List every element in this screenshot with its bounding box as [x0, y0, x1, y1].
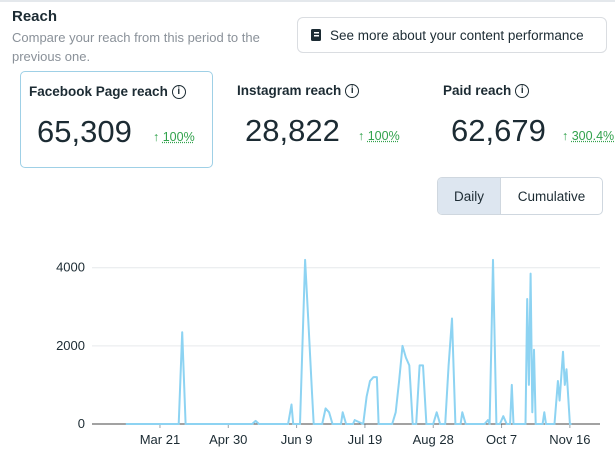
metric-value: 65,309	[37, 114, 132, 149]
metric-change: ↑ 100%	[153, 130, 195, 144]
metric-label-row: Facebook Page reach i	[29, 84, 186, 99]
change-text: 100%	[367, 129, 400, 143]
metric-label-row: Paid reach i	[443, 83, 530, 98]
section-title: Reach	[12, 8, 58, 25]
change-text: 300.4%	[571, 129, 615, 143]
x-tick-label: Mar 21	[140, 432, 180, 447]
divider	[0, 0, 615, 2]
y-tick-label: 2000	[56, 338, 85, 353]
metric-value: 28,822	[245, 113, 340, 148]
x-tick-label: Aug 28	[413, 432, 454, 447]
metric-label: Paid reach	[443, 83, 512, 98]
view-toggle: Daily Cumulative	[437, 177, 603, 215]
chart: 0 2000 4000 Mar 21 Apr 30 Jun 9 Jul 19 Aug 28 Oc…	[56, 258, 600, 447]
section-subtitle: Compare your reach from this period to t…	[12, 30, 260, 64]
toggle-option[interactable]: Daily	[438, 178, 501, 214]
change-text: 100%	[162, 130, 195, 144]
info-icon: i	[171, 84, 186, 99]
x-tick-label: Jun 9	[281, 432, 313, 447]
info-icon: i	[345, 83, 360, 98]
x-tick-label: Oct 7	[486, 432, 517, 447]
metric-card[interactable]: Instagram reach i 28,822 ↑ 100%	[229, 71, 429, 168]
metric-card[interactable]: Paid reach i 62,679 ↑ 300.4%	[435, 71, 615, 168]
x-tick-label: Apr 30	[209, 432, 247, 447]
toggle-option[interactable]: Cumulative	[517, 188, 586, 204]
metric-card[interactable]: Facebook Page reach i 65,309 ↑ 100%	[20, 71, 213, 168]
content-performance-button[interactable]: See more about your content performance	[297, 17, 607, 53]
line-series	[125, 258, 572, 425]
x-tick-label: Nov 16	[549, 432, 590, 447]
metric-change: ↑ 100%	[358, 129, 400, 143]
metric-label: Instagram reach	[237, 83, 342, 98]
metric-value: 62,679	[451, 113, 546, 148]
button-label: See more about your content performance	[330, 27, 584, 43]
x-tick-label: Jul 19	[348, 432, 383, 447]
y-tick-label: 4000	[56, 260, 85, 275]
metric-label: Facebook Page reach	[29, 84, 168, 99]
y-tick-label: 0	[78, 416, 85, 431]
info-icon: i	[515, 83, 530, 98]
metric-change: ↑ 300.4%	[562, 129, 615, 143]
book-icon	[311, 29, 321, 41]
metric-label-row: Instagram reach i	[237, 83, 360, 98]
